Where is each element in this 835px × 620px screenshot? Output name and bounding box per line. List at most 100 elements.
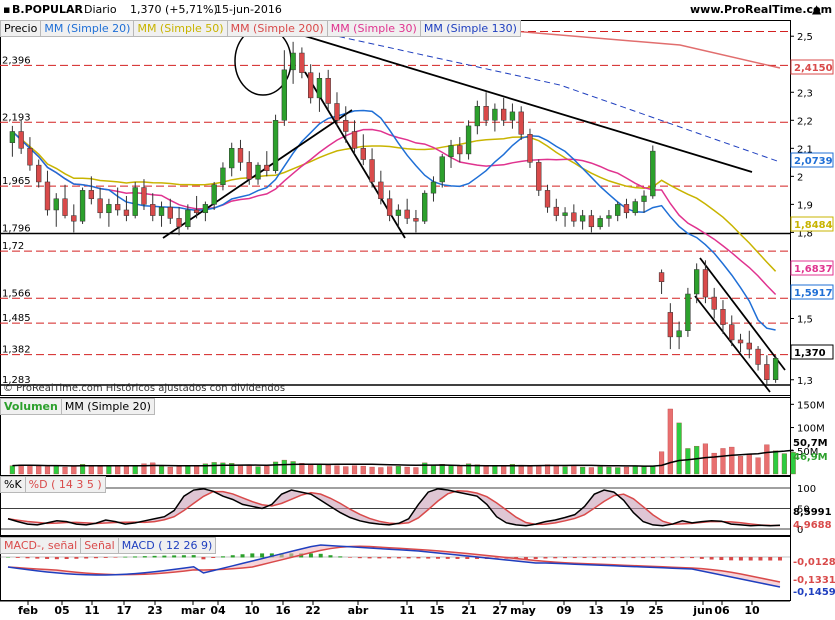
macd-signal-line [7,545,781,583]
candle-body [106,204,112,214]
volume-bar [378,467,384,475]
volume-bar [737,456,744,475]
legend-mm30[interactable]: MM (Simple 30) [326,20,421,37]
volume-bar [62,466,68,475]
volume-bar [36,465,42,475]
candle-body [685,293,691,331]
macd-hist-bar [211,557,216,558]
candle-body [588,215,595,228]
volume-bar [9,465,15,475]
macd-hist-bar [172,555,177,558]
macd-hist-bar [308,553,313,558]
volume-bar [71,465,77,475]
legend-signal[interactable]: Señal [80,537,119,554]
candle-body [264,164,270,171]
macd-hist-bar [699,557,704,559]
legend-d[interactable]: %D ( 14 3 5 ) [24,476,106,493]
volume-bar [343,466,349,475]
legend-mm20[interactable]: MM (Simple 20) [40,20,135,37]
candle-body [71,215,77,222]
volume-bar [430,465,437,475]
x-tick-label: 11 [399,604,414,617]
macd-hist-bar [181,555,186,558]
volume-bar [501,465,507,475]
volume-bar [334,465,340,475]
volume-bar [676,422,682,475]
left-level-label: 2,193 [2,112,31,123]
macd-hist-bar [758,557,763,561]
macd-hist-bar [592,557,597,559]
legend-macd-hist[interactable]: MACD-, señal [0,537,82,554]
macd-hist-bar [357,557,362,559]
x-tick-label: abr [348,604,369,617]
candle-body [27,148,33,166]
legend-mm130[interactable]: MM (Simple 130) [419,20,521,37]
volume-bar [246,465,252,475]
legend-volumen[interactable]: Volumen [0,398,62,415]
candle-body [79,190,86,222]
candle-body [527,134,533,163]
scroll-up-icon[interactable]: ▲ [812,2,822,16]
candle-body [281,69,288,121]
macd-hist-bar [35,557,40,559]
candle-body [676,330,682,338]
volume-bar [659,451,665,475]
left-level-label: 1,796 [2,224,31,235]
macd-hist-bar [54,557,59,560]
header-symbol: B.POPULAR [12,3,83,16]
candle-body [369,159,375,183]
macd-hist-bar [377,557,382,559]
macd-hist-bar [426,557,431,559]
volume-bar [580,466,586,475]
volume-bar [44,466,51,475]
macd-hist-bar [660,557,665,559]
macd-hist-bar [201,557,206,560]
legend-precio[interactable]: Precio [0,20,42,37]
header-symbol-icon: ▪ [3,3,11,16]
volume-bar [518,465,524,475]
x-tick-label: 10 [744,604,760,617]
candle-body [729,324,735,341]
candle-body [500,108,507,121]
candle-body [544,190,551,208]
candle-body [193,209,200,214]
candle-body [36,164,42,183]
volume-bar [553,465,559,475]
macd-hist-bar [768,557,773,561]
legend-macd[interactable]: MACD ( 12 26 9) [117,537,217,554]
value-tag-label: 2,4150 [794,63,833,74]
legend-mm50[interactable]: MM (Simple 50) [133,20,228,37]
volume-bar [562,466,568,475]
volume-bar [457,465,463,475]
x-tick-label: jun [692,604,712,617]
macd-hist-bar [348,557,353,558]
header-bar: ▪ B.POPULAR Diario 1,370 (+5,71%) 15-jun… [0,0,835,20]
trendline [694,295,771,393]
volume-bar [387,466,393,475]
candle-body [702,269,709,298]
left-level-label: 1,965 [2,176,31,187]
macd-hist-bar [45,557,50,559]
volume-legend: Volumen MM (Simple 20) [0,398,155,415]
volume-tag-label: 46,9M [793,452,828,463]
header-site[interactable]: www.ProRealTime.com [690,3,833,16]
stoch-tick-label: 100 [797,484,816,495]
candle-body [764,364,770,380]
volume-bar [194,465,200,475]
candle-body [536,162,542,191]
candle-body [255,164,261,180]
legend-mm200[interactable]: MM (Simple 200) [226,20,328,37]
candle-body [615,204,621,216]
candle-body [18,131,24,149]
candle-body [755,348,761,365]
macd-hist-bar [582,557,587,559]
macd-hist-bar [328,555,333,558]
volume-bar [764,444,770,475]
legend-vol-mm20[interactable]: MM (Simple 20) [60,398,155,415]
candle-body [571,212,577,222]
macd-hist-bar [103,557,108,558]
legend-k[interactable]: %K [0,476,26,493]
macd-hist-bar [778,557,782,561]
candle-body [457,145,463,155]
stoch-tick-label: 0 [797,525,803,536]
